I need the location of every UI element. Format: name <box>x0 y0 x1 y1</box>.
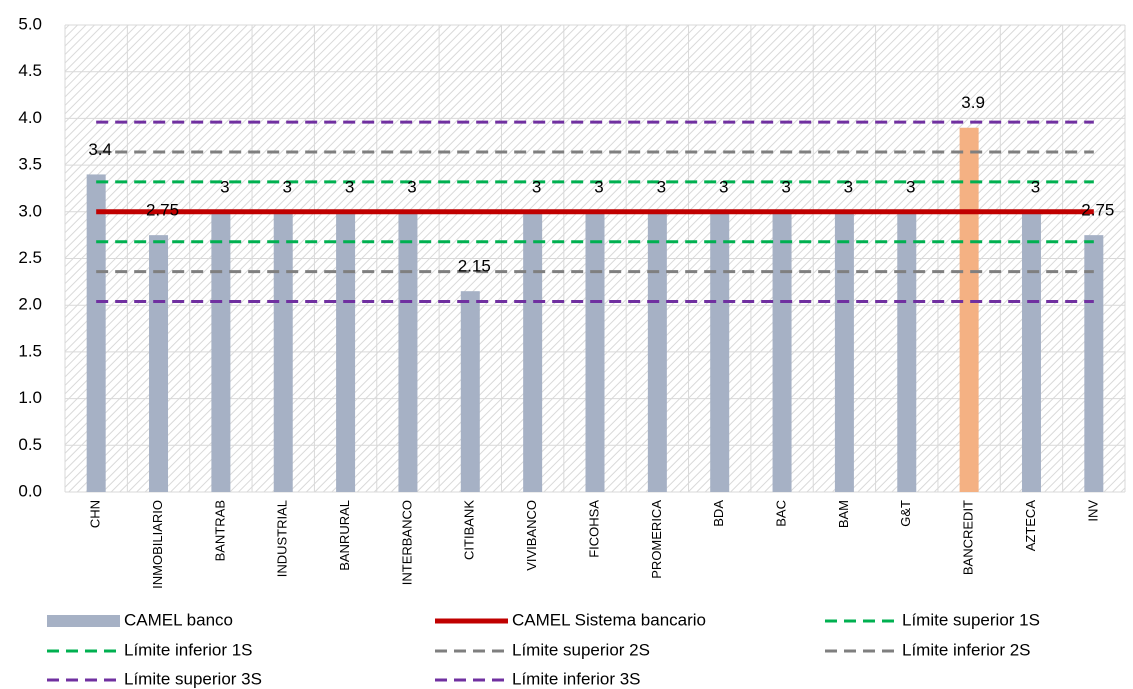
x-tick-label: BAM <box>836 500 851 528</box>
data-label: 2.15 <box>458 257 491 276</box>
data-label: 2.75 <box>1081 201 1114 220</box>
y-tick-label: 2.0 <box>18 295 42 314</box>
data-label: 2.75 <box>146 201 179 220</box>
data-label: 3.9 <box>961 93 985 112</box>
legend-swatch <box>47 615 120 627</box>
y-tick-label: 3.0 <box>18 201 42 220</box>
x-tick-label: INMOBILIARIO <box>150 500 165 589</box>
bar <box>710 211 730 493</box>
x-tick-label: INDUSTRIAL <box>275 500 290 577</box>
x-tick-label: AZTECA <box>1023 500 1038 552</box>
x-tick-label: BANRURAL <box>337 500 352 571</box>
x-tick-label: PROMERICA <box>649 500 664 579</box>
data-label: 3.4 <box>88 140 112 159</box>
data-label: 3 <box>719 177 728 196</box>
x-tick-label: CHN <box>88 500 103 528</box>
data-label: 3 <box>1031 177 1040 196</box>
bar <box>1021 211 1041 493</box>
x-tick-label: BANCREDIT <box>961 500 976 575</box>
data-label: 3 <box>906 177 915 196</box>
y-tick-label: 1.0 <box>18 388 42 407</box>
y-tick-label: 0.0 <box>18 481 42 500</box>
bar <box>336 211 356 493</box>
bar <box>1084 235 1104 492</box>
y-tick-label: 0.5 <box>18 435 42 454</box>
data-label: 3 <box>345 177 354 196</box>
data-label: 3 <box>657 177 666 196</box>
bar <box>149 235 169 492</box>
x-tick-label: INTERBANCO <box>399 500 414 585</box>
bar <box>460 291 480 492</box>
y-tick-label: 4.0 <box>18 108 42 127</box>
bar <box>86 174 106 492</box>
bar <box>772 211 792 493</box>
x-tick-label: BAC <box>773 500 788 527</box>
legend-label: Límite superior 3S <box>124 669 262 688</box>
data-label: 3 <box>220 177 229 196</box>
y-tick-label: 3.5 <box>18 155 42 174</box>
x-tick-label: CITIBANK <box>462 500 477 560</box>
y-tick-label: 4.5 <box>18 61 42 80</box>
x-tick-label: BANTRAB <box>212 500 227 561</box>
x-tick-label: VIVIBANCO <box>524 500 539 571</box>
x-tick-label: INV <box>1085 500 1100 522</box>
y-tick-label: 1.5 <box>18 341 42 360</box>
data-label: 3 <box>594 177 603 196</box>
bar <box>211 211 231 493</box>
x-tick-label: FICOHSA <box>586 500 601 558</box>
y-tick-label: 2.5 <box>18 248 42 267</box>
bar <box>273 211 293 493</box>
legend-label: Límite superior 1S <box>902 610 1040 629</box>
legend-label: Límite inferior 3S <box>512 669 641 688</box>
x-tick-label: G&T <box>898 500 913 527</box>
data-label: 3 <box>781 177 790 196</box>
bar <box>523 211 543 493</box>
legend-label: Límite superior 2S <box>512 640 650 659</box>
data-label: 3 <box>532 177 541 196</box>
bar <box>585 211 605 493</box>
data-label: 3 <box>407 177 416 196</box>
y-tick-label: 5.0 <box>18 14 42 33</box>
bar <box>647 211 667 493</box>
bar <box>897 211 917 493</box>
bar <box>398 211 418 493</box>
bar <box>959 127 979 493</box>
data-label: 3 <box>844 177 853 196</box>
data-label: 3 <box>283 177 292 196</box>
x-tick-label: BDA <box>711 500 726 527</box>
legend-label: CAMEL banco <box>124 610 233 629</box>
bar <box>834 211 854 493</box>
legend-label: Límite inferior 1S <box>124 640 253 659</box>
legend-label: Límite inferior 2S <box>902 640 1031 659</box>
legend-label: CAMEL Sistema bancario <box>512 610 706 629</box>
